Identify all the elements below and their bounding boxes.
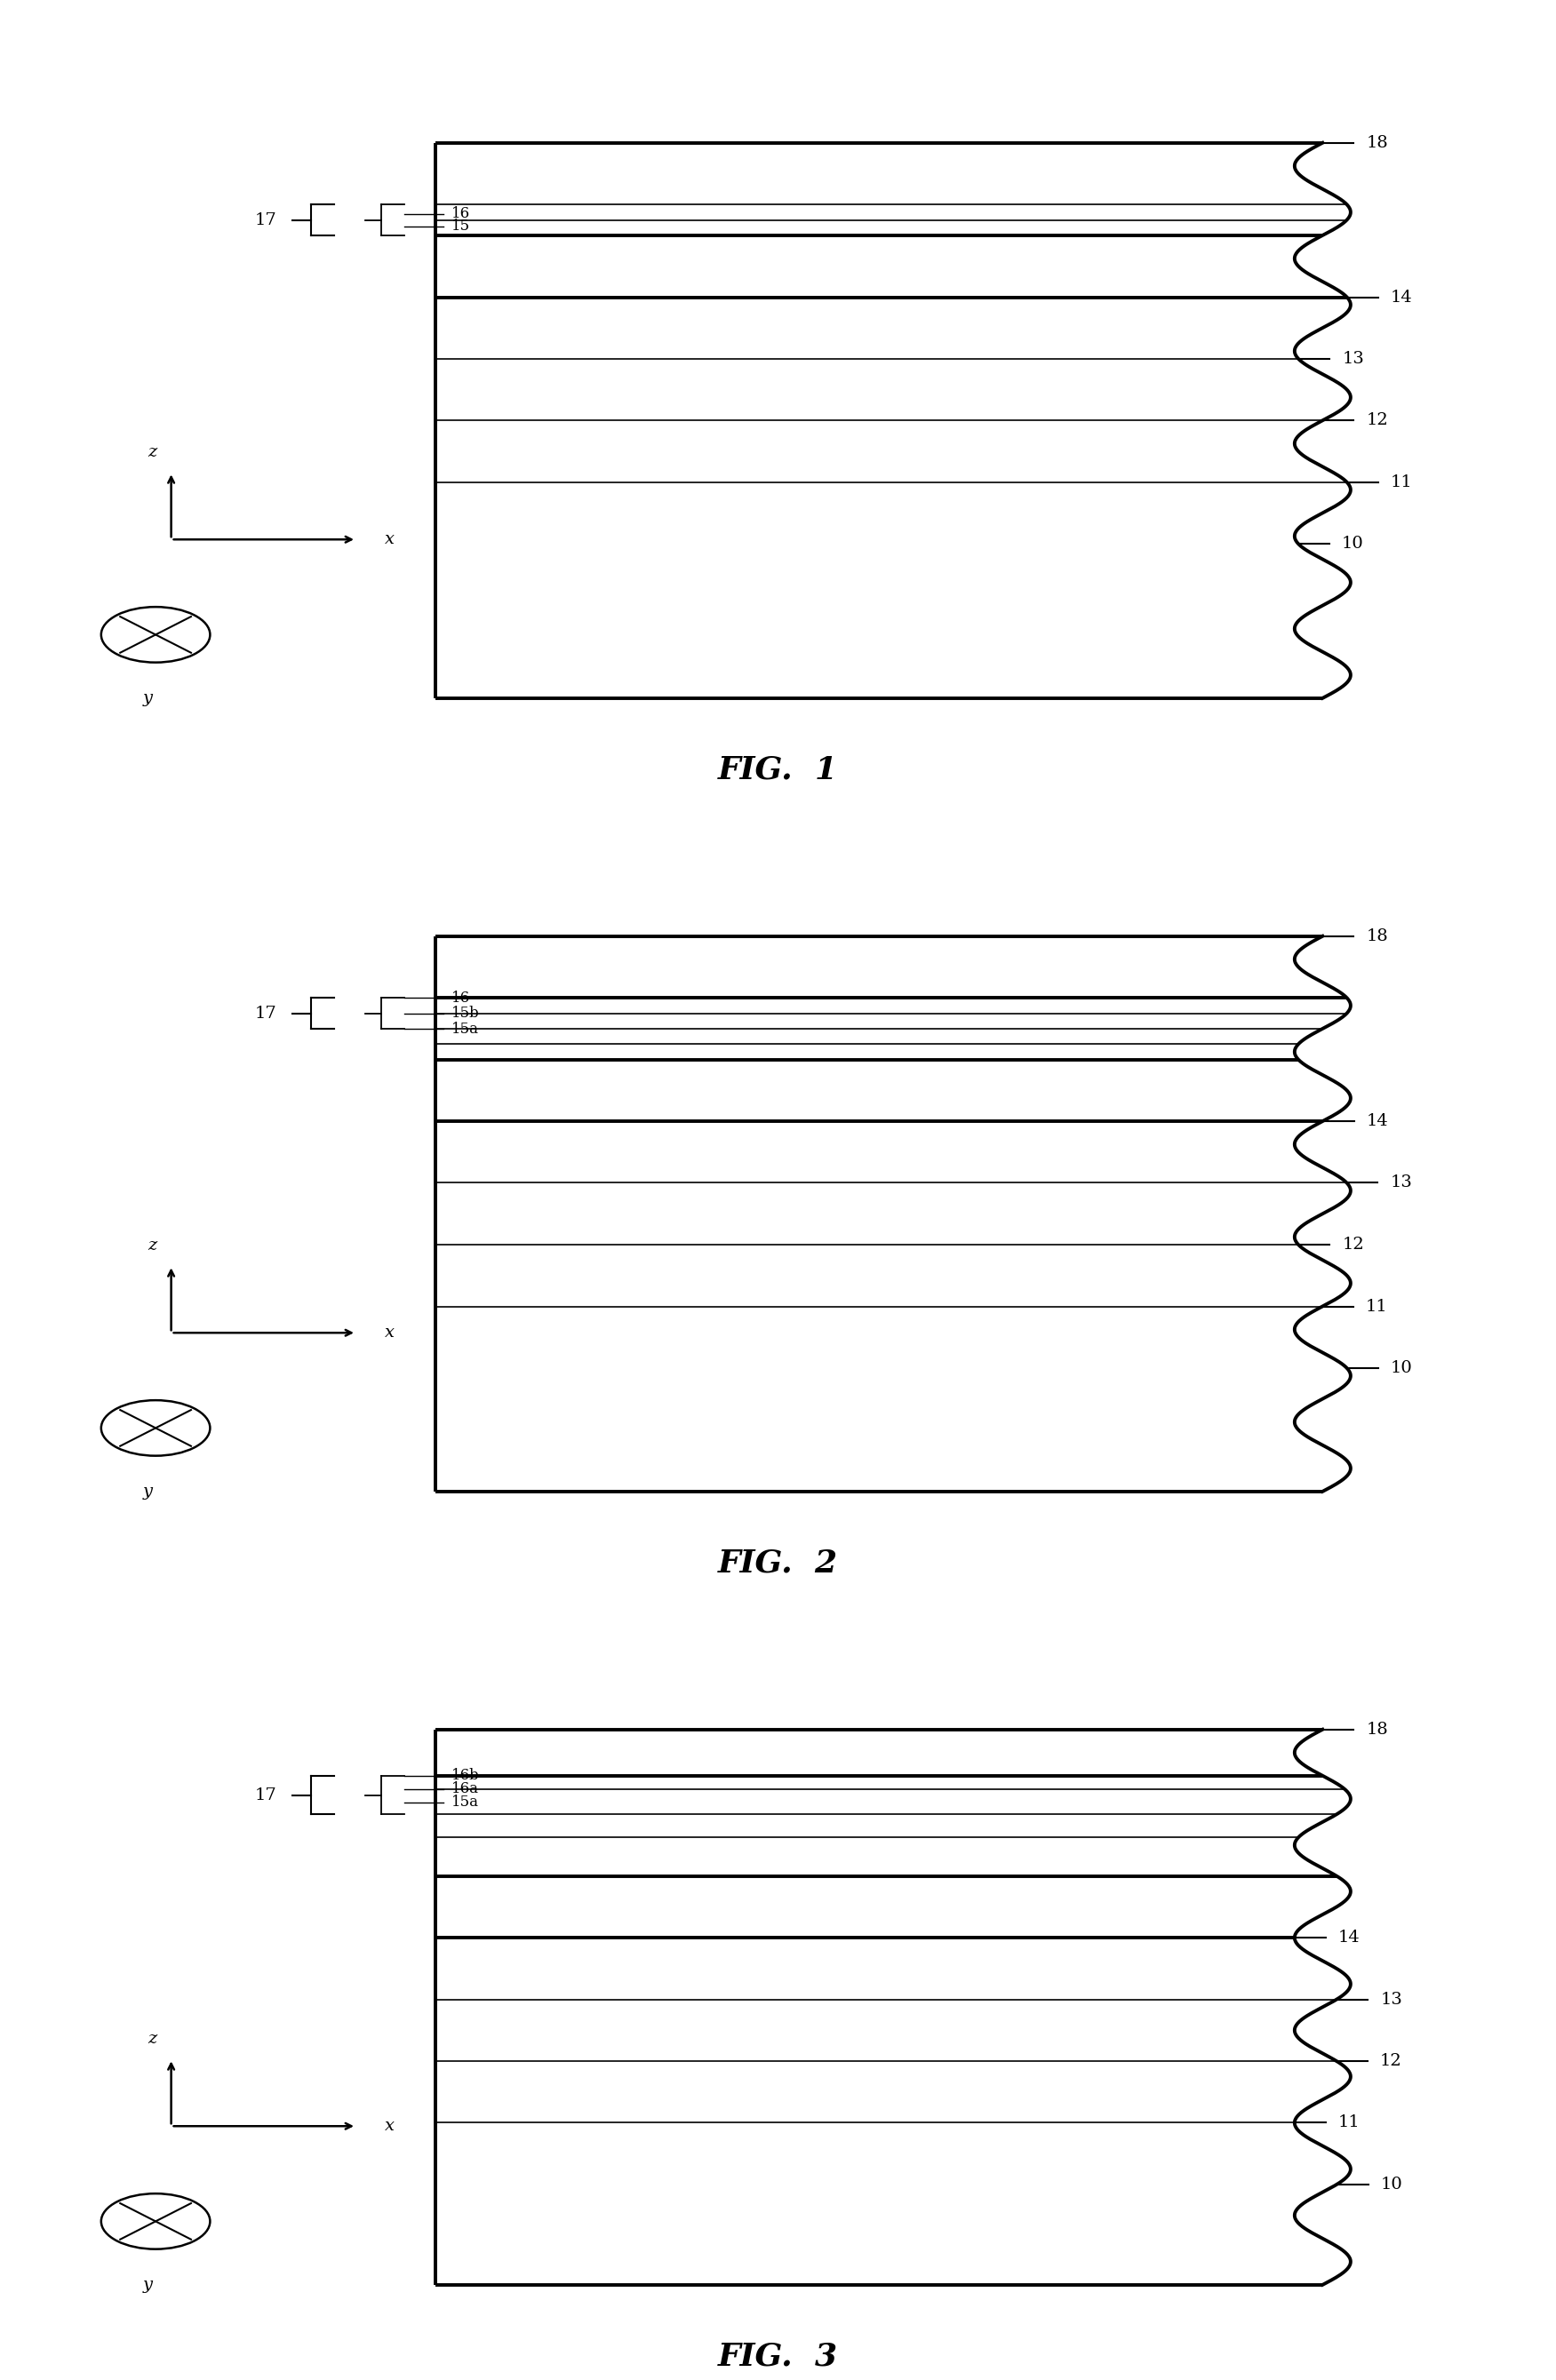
Text: 18: 18 (1366, 928, 1388, 945)
Text: FIG.  1: FIG. 1 (717, 754, 839, 785)
Text: 15a: 15a (451, 1021, 479, 1035)
Text: FIG.  2: FIG. 2 (717, 1547, 839, 1578)
Text: 15: 15 (451, 219, 470, 233)
Text: y: y (143, 2278, 152, 2292)
Text: 15a: 15a (451, 1795, 479, 1809)
Text: 17: 17 (255, 1004, 277, 1021)
Text: 11: 11 (1338, 2116, 1360, 2130)
Text: 13: 13 (1380, 1992, 1402, 2006)
Text: z: z (148, 1238, 157, 1254)
Text: z: z (148, 445, 157, 459)
Text: 10: 10 (1341, 536, 1363, 552)
Text: 12: 12 (1343, 1238, 1365, 1252)
Text: 12: 12 (1380, 2054, 1402, 2068)
Text: x: x (384, 2118, 394, 2135)
Text: y: y (143, 690, 152, 707)
Text: 14: 14 (1391, 290, 1413, 305)
Text: FIG.  3: FIG. 3 (717, 2342, 839, 2370)
Text: x: x (384, 1326, 394, 1340)
Text: 16a: 16a (451, 1780, 479, 1797)
Text: 18: 18 (1366, 136, 1388, 150)
Text: 13: 13 (1341, 350, 1365, 367)
Text: 10: 10 (1380, 2175, 1402, 2192)
Text: 16b: 16b (451, 1768, 479, 1783)
Text: 15b: 15b (451, 1007, 479, 1021)
Text: 14: 14 (1366, 1114, 1388, 1128)
Text: 16: 16 (451, 990, 470, 1004)
Text: 14: 14 (1338, 1930, 1360, 1947)
Text: 16: 16 (451, 207, 470, 221)
Text: 11: 11 (1366, 1299, 1388, 1314)
Text: 12: 12 (1366, 412, 1388, 428)
Text: z: z (148, 2030, 157, 2047)
Text: 18: 18 (1366, 1721, 1388, 1737)
Text: x: x (384, 531, 394, 547)
Text: 10: 10 (1391, 1361, 1413, 1376)
Text: 17: 17 (255, 212, 277, 228)
Text: y: y (143, 1483, 152, 1499)
Text: 13: 13 (1390, 1176, 1413, 1190)
Text: 17: 17 (255, 1787, 277, 1804)
Text: 11: 11 (1391, 474, 1413, 490)
